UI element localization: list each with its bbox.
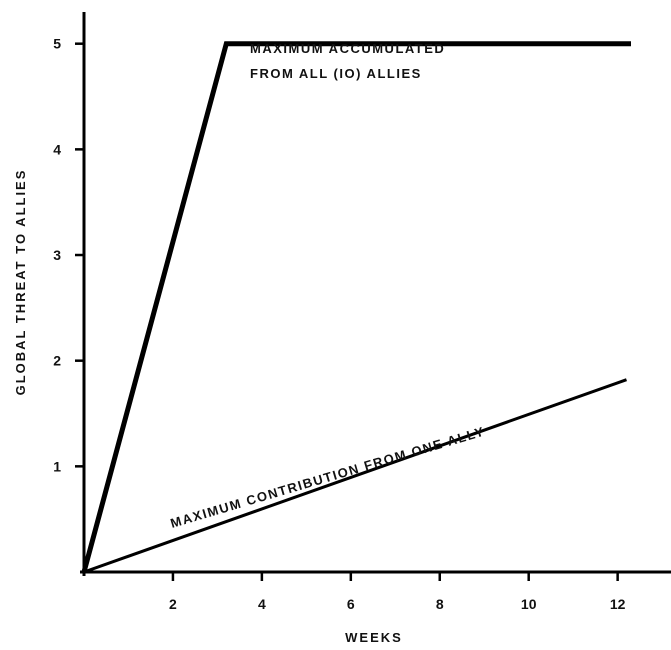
y-tick-label: 5: [53, 36, 61, 52]
annotation-max-contribution: MAXIMUM CONTRIBUTION FROM ONE ALLY: [169, 424, 487, 531]
x-tick-label: 4: [258, 596, 266, 612]
chart-axes: [80, 12, 671, 576]
y-axis-ticks: 1 2 3 4 5: [53, 36, 84, 474]
x-axis-ticks: 2 4 6 8 10 12: [169, 572, 626, 612]
x-tick-label: 2: [169, 596, 177, 612]
y-axis-title: GLOBAL THREAT TO ALLIES: [13, 169, 28, 396]
annotation-max-accumulated-line2: FROM ALL (IO) ALLIES: [250, 66, 422, 81]
x-tick-label: 10: [521, 596, 537, 612]
y-tick-label: 3: [53, 247, 61, 263]
y-tick-label: 1: [53, 458, 61, 474]
y-tick-label: 2: [53, 353, 61, 369]
x-tick-label: 12: [610, 596, 626, 612]
y-tick-label: 4: [53, 141, 61, 157]
series-max-contribution-line: [83, 378, 628, 574]
x-axis-title: WEEKS: [345, 630, 403, 645]
chart-series: [81, 41, 631, 574]
series-max-accumulated-line: [81, 41, 631, 573]
x-tick-label: 6: [347, 596, 355, 612]
annotation-max-accumulated-line1: MAXIMUM ACCUMULATED: [250, 41, 445, 56]
x-tick-label: 8: [436, 596, 444, 612]
